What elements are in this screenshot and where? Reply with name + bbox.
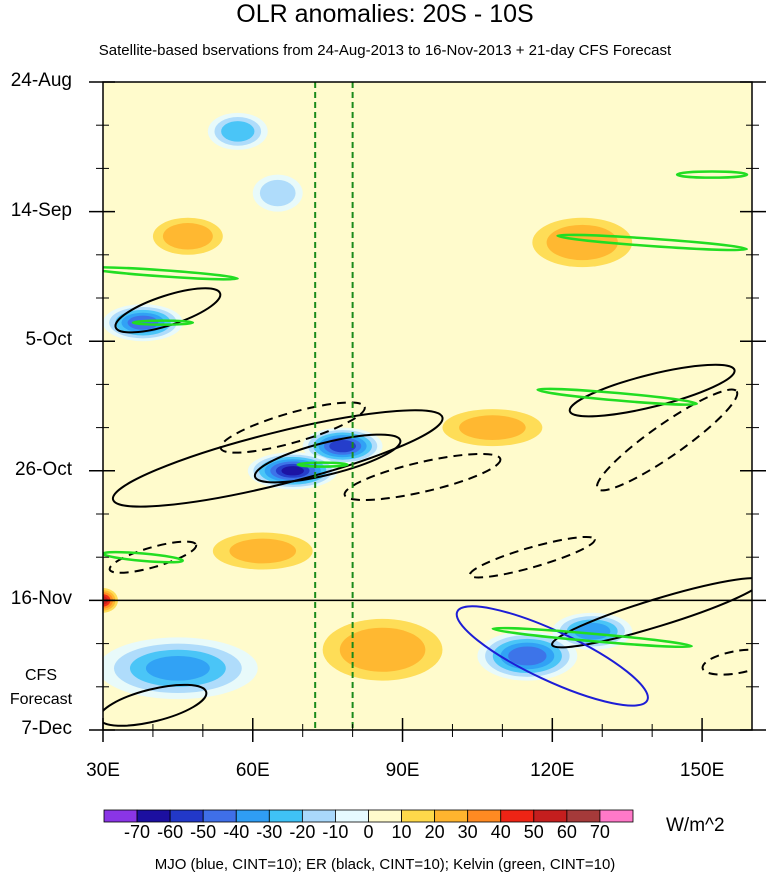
colorbar-box-0: [103, 809, 138, 823]
x-tick-label: 60E: [235, 760, 270, 781]
chart-subtitle: Satellite-based bservations from 24-Aug-…: [98, 42, 672, 59]
anomaly-patch-0: [221, 121, 255, 142]
field-background: [103, 82, 752, 730]
colorbar-box-1: [136, 809, 171, 823]
kelvin-contour-19: [131, 319, 195, 326]
colorbar-tick-label: 40: [490, 822, 511, 842]
er-contour-6: [468, 535, 596, 579]
anomaly-patch-9: [162, 223, 213, 250]
er-contour-2: [253, 433, 402, 484]
y-tick-label: 26-Oct: [14, 458, 72, 480]
colorbar-box-8: [368, 809, 402, 823]
chart-title: OLR anomalies: 20S - 10S: [236, 0, 534, 28]
colorbar-tick-label: -40: [223, 822, 250, 842]
colorbar-tick-label: -50: [190, 822, 217, 842]
colorbar-box-4: [235, 809, 270, 823]
colorbar-box-15: [599, 809, 634, 823]
kelvin-contour-17: [491, 626, 693, 649]
colorbar-tick-label: 60: [556, 822, 577, 842]
colorbar-tick-label: -60: [157, 822, 184, 842]
kelvin-contour-20: [296, 461, 349, 468]
colorbar-box-10: [434, 809, 469, 823]
colorbar-box-13: [533, 809, 568, 823]
kelvin-contour-14: [556, 233, 749, 252]
cfs-forecast-label: CFS Forecast: [6, 664, 76, 712]
y-tick-label: 14-Sep: [10, 199, 72, 221]
colorbar-tick-label: -20: [289, 822, 316, 842]
colorbar-tick-label: 0: [363, 822, 374, 842]
anomaly-patch-4: [281, 466, 304, 476]
y-tick-label: 16-Nov: [10, 588, 72, 610]
anomaly-patch-12: [339, 627, 426, 672]
er-contour-11: [701, 648, 752, 676]
anomaly-patch-6: [574, 622, 611, 640]
colorbar-box-12: [500, 809, 535, 823]
colorbar-box-6: [301, 809, 336, 823]
colorbar-tick-label: 70: [589, 822, 610, 842]
colorbar-box-14: [566, 809, 601, 823]
y-tick-label: 5-Oct: [25, 329, 72, 351]
er-contour-4: [343, 452, 502, 502]
x-tick-label: 120E: [530, 760, 575, 781]
colorbar-tick-label: -30: [256, 822, 283, 842]
anomaly-patch-7: [145, 655, 210, 681]
x-tick-label: 30E: [86, 760, 120, 781]
colorbar-box-2: [169, 809, 204, 823]
er-contour-3: [219, 401, 366, 454]
kelvin-contour-15: [675, 170, 749, 179]
colorbar-tick-label: 30: [457, 822, 478, 842]
x-tick-label: 90E: [385, 760, 420, 781]
anomaly-patch-2: [127, 315, 159, 330]
anomaly-patch-5: [508, 646, 547, 666]
colorbar-box-11: [467, 809, 502, 823]
anomaly-patch-10: [546, 224, 618, 261]
colorbar-tick-label: 20: [424, 822, 445, 842]
colorbar-tick-label: 50: [523, 822, 544, 842]
y-tick-label: 7-Dec: [21, 718, 72, 739]
kelvin-contour-16: [536, 387, 699, 406]
colorbar-tick-label: 10: [391, 822, 412, 842]
anomaly-patch-1: [259, 179, 296, 207]
plot-frame: [102, 81, 753, 731]
colorbar-box-7: [335, 809, 369, 823]
er-contour-7: [568, 363, 736, 418]
colorbar-box-9: [401, 809, 436, 823]
kelvin-contour-13: [103, 266, 239, 281]
anomaly-patch-3: [329, 439, 356, 453]
er-contour-5: [108, 540, 198, 574]
forecast-label-line2: Forecast: [9, 691, 73, 708]
mjo-contour-12: [455, 605, 649, 707]
x-tick-label: 150E: [679, 760, 725, 781]
er-contour-1: [111, 409, 444, 508]
forecast-label-line1: CFS: [25, 667, 57, 684]
anomaly-patch-11: [229, 538, 297, 564]
er-contour-10: [103, 683, 208, 727]
colorbar-box-5: [268, 809, 303, 823]
anomaly-patch-13: [459, 415, 526, 440]
colorbar-units: W/m^2: [666, 815, 725, 836]
colorbar-tick-label: -70: [124, 822, 151, 842]
contour-legend-note: MJO (blue, CINT=10); ER (black, CINT=10)…: [154, 856, 616, 873]
y-tick-label: 24-Aug: [10, 70, 72, 91]
colorbar-box-3: [202, 809, 237, 823]
colorbar-tick-label: -10: [322, 822, 349, 842]
